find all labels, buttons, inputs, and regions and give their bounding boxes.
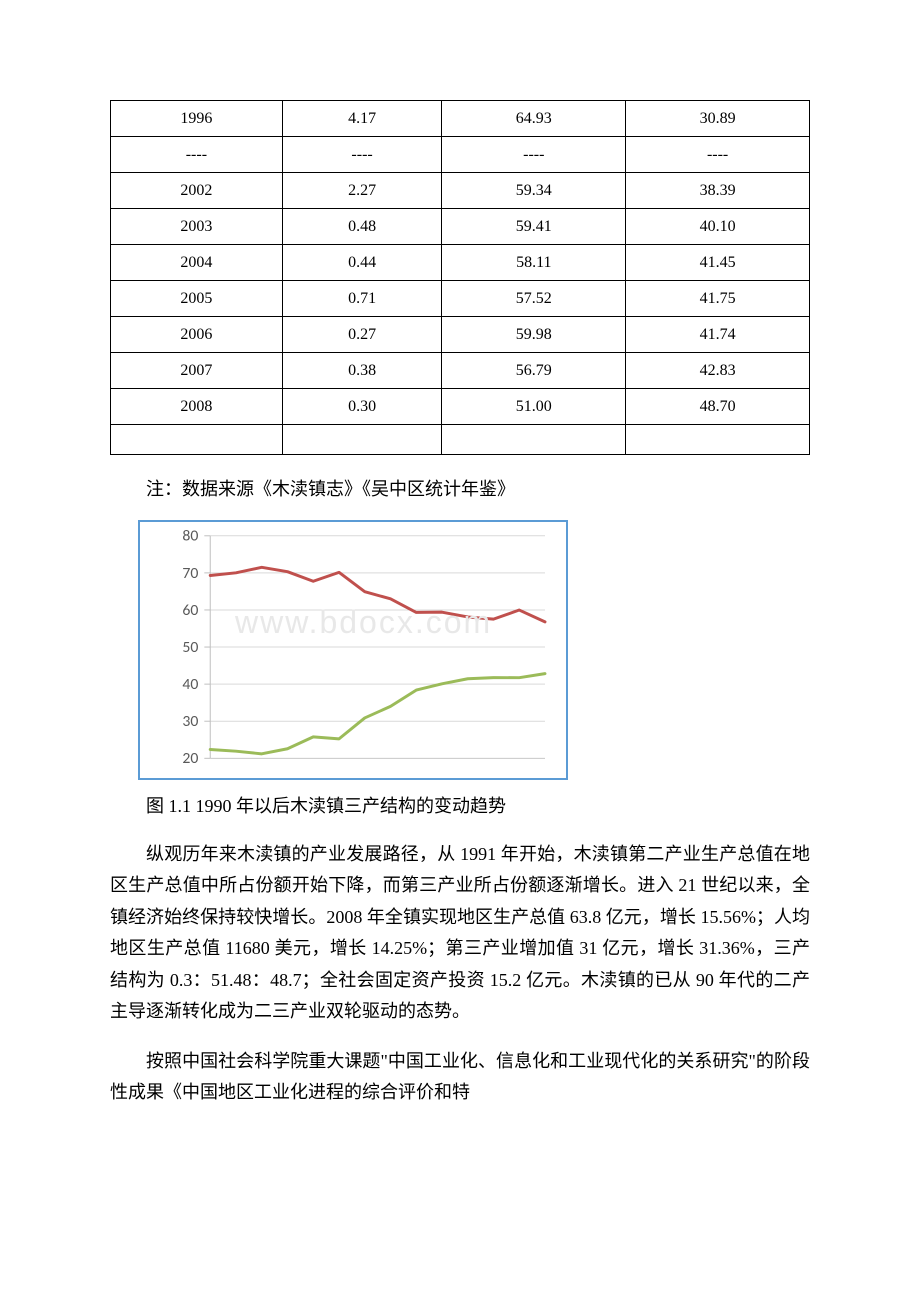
table-cell: ---- [626, 137, 810, 173]
industry-structure-table: 19964.1764.9330.89----------------20022.… [110, 100, 810, 455]
table-cell: 2003 [111, 209, 283, 245]
table-cell: 2002 [111, 173, 283, 209]
svg-text:30: 30 [182, 712, 198, 731]
table-cell [626, 425, 810, 455]
table-cell: 59.98 [442, 317, 626, 353]
table-cell: ---- [442, 137, 626, 173]
table-cell: 0.48 [282, 209, 442, 245]
table-cell: 0.44 [282, 245, 442, 281]
table-cell: 2007 [111, 353, 283, 389]
table-cell: 2006 [111, 317, 283, 353]
svg-text:70: 70 [182, 564, 198, 583]
table-cell: 1996 [111, 101, 283, 137]
table-cell: 59.34 [442, 173, 626, 209]
table-cell: 4.17 [282, 101, 442, 137]
svg-text:50: 50 [182, 638, 198, 657]
table-cell [442, 425, 626, 455]
svg-text:20: 20 [182, 749, 198, 768]
paragraph-2: 按照中国社会科学院重大课题"中国工业化、信息化和工业现代化的关系研究"的阶段性成… [110, 1046, 810, 1109]
table-cell: 0.30 [282, 389, 442, 425]
table-cell: 51.00 [442, 389, 626, 425]
svg-text:60: 60 [182, 601, 198, 620]
table-cell [282, 425, 442, 455]
table-row: ---------------- [111, 137, 810, 173]
table-cell: 41.74 [626, 317, 810, 353]
table-row: 20022.2759.3438.39 [111, 173, 810, 209]
table-cell: 2005 [111, 281, 283, 317]
table-cell: 0.38 [282, 353, 442, 389]
chart-svg: 20 30 40 50 60 70 80 [140, 522, 566, 778]
table-cell: 41.75 [626, 281, 810, 317]
table-source-note: 注：数据来源《木渎镇志》《吴中区统计年鉴》 [110, 475, 810, 504]
table-row: 20080.3051.0048.70 [111, 389, 810, 425]
table-row [111, 425, 810, 455]
chart-caption: 图 1.1 1990 年以后木渎镇三产结构的变动趋势 [110, 792, 810, 821]
line-chart-container: 20304050607080 www.bdocx.com [138, 520, 810, 780]
table-cell: 48.70 [626, 389, 810, 425]
table-cell: 2004 [111, 245, 283, 281]
table-cell: 56.79 [442, 353, 626, 389]
paragraph-1: 纵观历年来木渎镇的产业发展路径，从 1991 年开始，木渎镇第二产业生产总值在地… [110, 839, 810, 1028]
series-third-industry [210, 673, 545, 753]
svg-text:40: 40 [182, 675, 198, 694]
table-row: 19964.1764.9330.89 [111, 101, 810, 137]
table-cell: 0.71 [282, 281, 442, 317]
table-cell: 38.39 [626, 173, 810, 209]
table-cell: 40.10 [626, 209, 810, 245]
table-cell: 2008 [111, 389, 283, 425]
table-row: 20070.3856.7942.83 [111, 353, 810, 389]
table-cell: 42.83 [626, 353, 810, 389]
table-row: 20040.4458.1141.45 [111, 245, 810, 281]
table-row: 20050.7157.5241.75 [111, 281, 810, 317]
table-cell: 0.27 [282, 317, 442, 353]
svg-text:80: 80 [182, 527, 198, 546]
table-cell: 57.52 [442, 281, 626, 317]
line-chart: 20304050607080 www.bdocx.com [138, 520, 568, 780]
table-cell: 59.41 [442, 209, 626, 245]
table-cell: ---- [282, 137, 442, 173]
table-cell: 2.27 [282, 173, 442, 209]
table-cell [111, 425, 283, 455]
table-row: 20030.4859.4140.10 [111, 209, 810, 245]
series-second-industry [210, 567, 545, 622]
table-cell: ---- [111, 137, 283, 173]
table-cell: 41.45 [626, 245, 810, 281]
table-cell: 58.11 [442, 245, 626, 281]
table-cell: 64.93 [442, 101, 626, 137]
table-row: 20060.2759.9841.74 [111, 317, 810, 353]
table-cell: 30.89 [626, 101, 810, 137]
